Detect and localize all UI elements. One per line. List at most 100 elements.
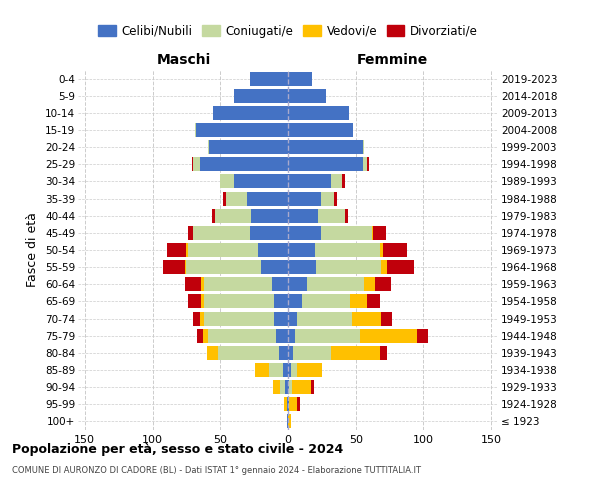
Bar — [367, 294, 380, 308]
Bar — [234, 88, 288, 102]
Text: Maschi: Maschi — [157, 52, 211, 66]
Bar — [283, 363, 288, 377]
Bar — [382, 312, 392, 326]
Bar — [288, 414, 291, 428]
Bar — [318, 208, 345, 222]
Bar — [208, 328, 276, 342]
Bar — [194, 123, 196, 137]
Bar — [251, 208, 288, 222]
Bar — [284, 398, 287, 411]
Bar — [288, 174, 331, 188]
Bar — [364, 278, 375, 291]
Bar — [362, 140, 364, 154]
Bar — [209, 140, 288, 154]
Bar — [276, 328, 288, 342]
Bar — [316, 260, 382, 274]
Bar — [188, 243, 258, 257]
Bar — [193, 226, 250, 240]
Bar — [200, 158, 288, 172]
Bar — [204, 294, 274, 308]
Bar — [350, 294, 367, 308]
Bar — [289, 380, 292, 394]
Bar — [250, 226, 288, 240]
Bar — [291, 363, 298, 377]
Bar — [383, 243, 407, 257]
Bar — [288, 346, 293, 360]
Bar — [387, 260, 414, 274]
Bar — [288, 226, 320, 240]
Bar — [288, 192, 320, 205]
Bar — [193, 158, 200, 172]
Bar — [234, 174, 288, 188]
Bar — [192, 158, 193, 172]
Bar — [334, 192, 337, 205]
Bar — [331, 174, 342, 188]
Bar — [289, 398, 298, 411]
Bar — [302, 294, 350, 308]
Bar — [373, 226, 386, 240]
Bar — [288, 88, 326, 102]
Bar — [307, 278, 364, 291]
Y-axis label: Fasce di età: Fasce di età — [26, 212, 40, 288]
Bar — [188, 226, 193, 240]
Bar — [212, 208, 215, 222]
Bar — [208, 140, 209, 154]
Bar — [288, 380, 289, 394]
Bar — [288, 123, 353, 137]
Bar — [203, 328, 208, 342]
Bar — [288, 158, 362, 172]
Bar — [288, 243, 315, 257]
Bar — [188, 294, 201, 308]
Bar — [214, 106, 288, 120]
Bar — [288, 208, 318, 222]
Bar — [360, 328, 417, 342]
Bar — [345, 208, 347, 222]
Bar — [187, 260, 261, 274]
Bar — [288, 363, 291, 377]
Bar — [288, 72, 313, 86]
Bar — [342, 174, 345, 188]
Bar — [382, 260, 387, 274]
Bar — [288, 140, 362, 154]
Bar — [288, 260, 316, 274]
Bar — [288, 106, 349, 120]
Bar — [285, 380, 288, 394]
Bar — [287, 398, 288, 411]
Bar — [288, 398, 289, 411]
Bar — [204, 312, 274, 326]
Bar — [185, 260, 187, 274]
Bar — [288, 294, 302, 308]
Bar — [280, 380, 285, 394]
Bar — [193, 312, 200, 326]
Bar — [187, 243, 188, 257]
Bar — [298, 398, 300, 411]
Bar — [226, 192, 247, 205]
Bar — [380, 346, 387, 360]
Bar — [274, 294, 288, 308]
Bar — [220, 174, 234, 188]
Bar — [311, 380, 314, 394]
Bar — [247, 192, 288, 205]
Bar — [362, 158, 367, 172]
Bar — [293, 346, 331, 360]
Bar — [250, 72, 288, 86]
Bar — [367, 158, 369, 172]
Bar — [273, 380, 280, 394]
Bar — [352, 312, 382, 326]
Bar — [218, 346, 278, 360]
Bar — [204, 278, 272, 291]
Legend: Celibi/Nubili, Coniugati/e, Vedovi/e, Divorziati/e: Celibi/Nubili, Coniugati/e, Vedovi/e, Di… — [93, 20, 483, 42]
Bar — [287, 414, 288, 428]
Bar — [320, 226, 372, 240]
Bar — [200, 312, 204, 326]
Text: COMUNE DI AURONZO DI CADORE (BL) - Dati ISTAT 1° gennaio 2024 - Elaborazione TUT: COMUNE DI AURONZO DI CADORE (BL) - Dati … — [12, 466, 421, 475]
Bar — [207, 346, 218, 360]
Bar — [197, 328, 203, 342]
Bar — [185, 278, 201, 291]
Bar — [372, 226, 373, 240]
Bar — [201, 294, 204, 308]
Bar — [375, 278, 391, 291]
Bar — [298, 363, 322, 377]
Bar — [288, 278, 307, 291]
Bar — [258, 243, 288, 257]
